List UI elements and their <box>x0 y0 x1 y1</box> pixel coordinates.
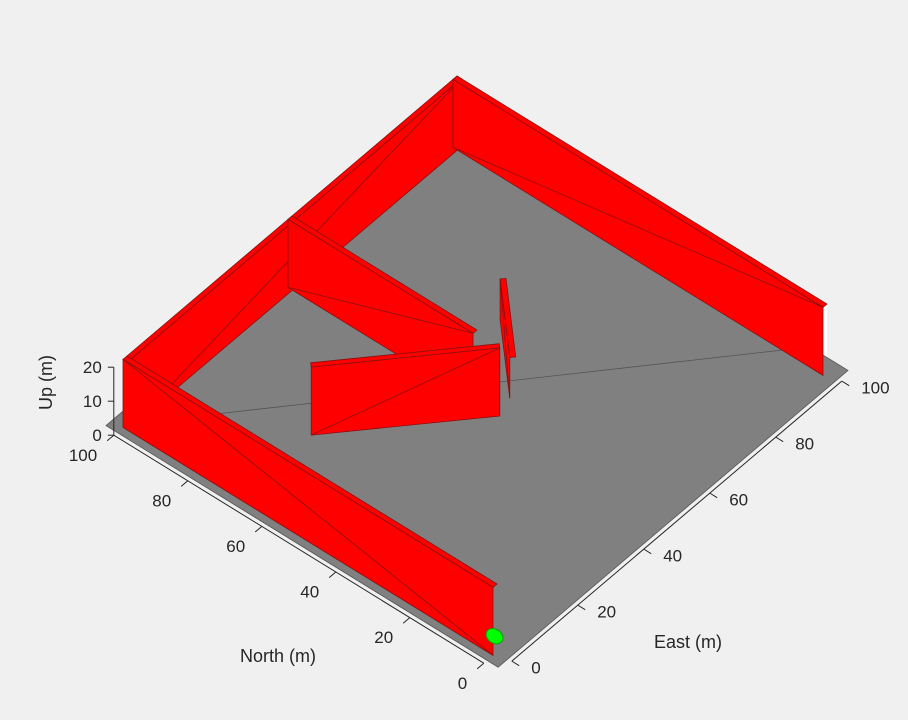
north-tick-label: 40 <box>300 583 319 602</box>
vehicle-marker <box>485 627 504 645</box>
east-tick <box>577 604 586 611</box>
north-tick-label: 60 <box>226 537 245 556</box>
north-tick <box>254 526 263 533</box>
east-tick <box>709 492 718 499</box>
east-tick-label: 0 <box>531 659 540 678</box>
up-axis-label: Up (m) <box>36 355 56 410</box>
north-axis-label: North (m) <box>240 646 316 666</box>
north-tick <box>328 571 337 578</box>
east-axis-label: East (m) <box>654 632 722 652</box>
inner-wall-middle-mesh-edge <box>287 286 474 334</box>
wall-scene <box>122 75 828 657</box>
north-axis-line <box>113 434 485 664</box>
north-tick-label: 0 <box>458 674 467 693</box>
up-tick-label: 0 <box>92 426 101 445</box>
east-tick <box>841 380 850 387</box>
north-tick-label: 20 <box>374 628 393 647</box>
east-tick <box>775 436 784 443</box>
up-tick-label: 10 <box>83 392 102 411</box>
inner-wall-east <box>499 277 517 399</box>
north-tick <box>106 434 115 442</box>
inner-wall-east-mesh-edge <box>499 278 511 399</box>
north-tick <box>476 662 485 670</box>
up-tick-label: 20 <box>83 358 102 377</box>
east-tick-label: 40 <box>663 547 682 566</box>
east-axis-line <box>511 380 843 662</box>
east-tick-label: 100 <box>861 379 889 398</box>
north-tick <box>402 617 411 624</box>
inner-wall-west-mesh-edge <box>310 347 500 436</box>
east-tick <box>643 548 652 555</box>
north-tick-label: 100 <box>69 446 97 465</box>
outer-west-wall <box>122 355 498 657</box>
east-tick-label: 60 <box>729 491 748 510</box>
east-tick <box>511 660 520 667</box>
east-tick-label: 20 <box>597 603 616 622</box>
east-tick-label: 80 <box>795 435 814 454</box>
north-tick <box>180 480 189 487</box>
outer-west-wall-mesh-edge <box>122 359 494 656</box>
north-tick-label: 80 <box>152 491 171 510</box>
inner-wall-west <box>310 343 501 436</box>
outer-east-wall-mesh-edge <box>452 146 824 308</box>
outer-east-wall <box>452 75 828 377</box>
